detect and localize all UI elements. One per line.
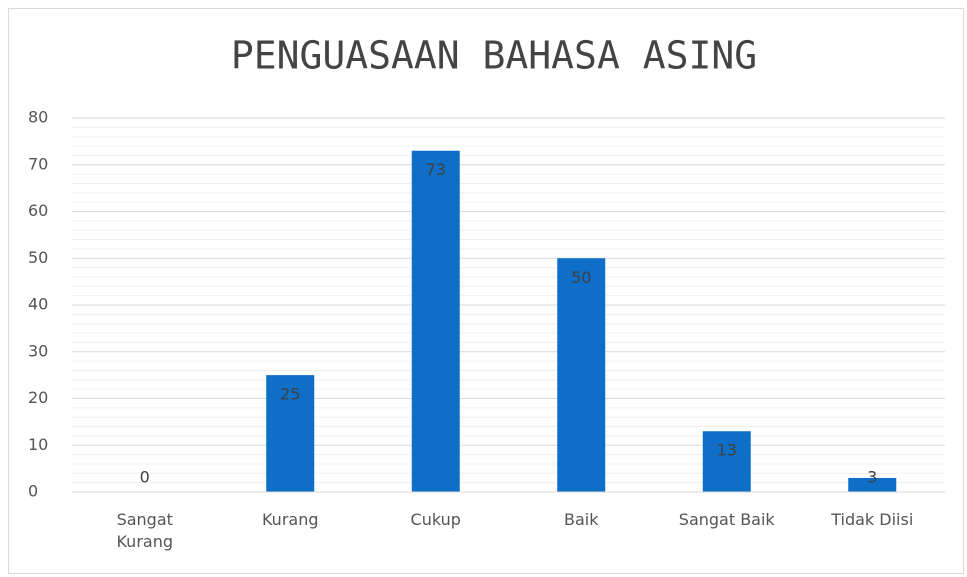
- x-tick-label: Sangat Kurang: [116, 510, 173, 551]
- y-tick-label: 50: [28, 248, 48, 267]
- x-tick-label: Kurang: [261, 510, 319, 529]
- y-tick-label: 20: [28, 388, 48, 407]
- x-tick-label: Tidak Diisi: [831, 510, 914, 529]
- x-tick-label: Baik: [564, 510, 599, 529]
- bar: [266, 375, 315, 492]
- data-label: 73: [426, 160, 446, 179]
- y-tick-label: 70: [28, 154, 48, 173]
- bar: [702, 431, 751, 492]
- y-tick-label: 80: [28, 108, 48, 127]
- y-tick-label: 40: [28, 295, 48, 314]
- y-tick-label: 30: [28, 341, 48, 360]
- bar: [411, 150, 460, 492]
- data-label: 50: [571, 268, 591, 287]
- x-tick-label: Cukup: [410, 510, 461, 529]
- bar: [848, 477, 897, 492]
- data-label: 13: [717, 441, 737, 460]
- y-tick-label: 60: [28, 201, 48, 220]
- chart-frame: [8, 8, 964, 574]
- y-tick-label: 0: [28, 482, 38, 501]
- x-tick-label: Sangat Baik: [678, 510, 775, 529]
- data-label: 3: [867, 468, 877, 487]
- data-label: 0: [140, 468, 150, 487]
- data-label: 25: [280, 385, 300, 404]
- chart-title: PENGUASAAN BAHASA ASING: [231, 34, 757, 78]
- bar: [557, 258, 606, 492]
- y-tick-label: 10: [28, 435, 48, 454]
